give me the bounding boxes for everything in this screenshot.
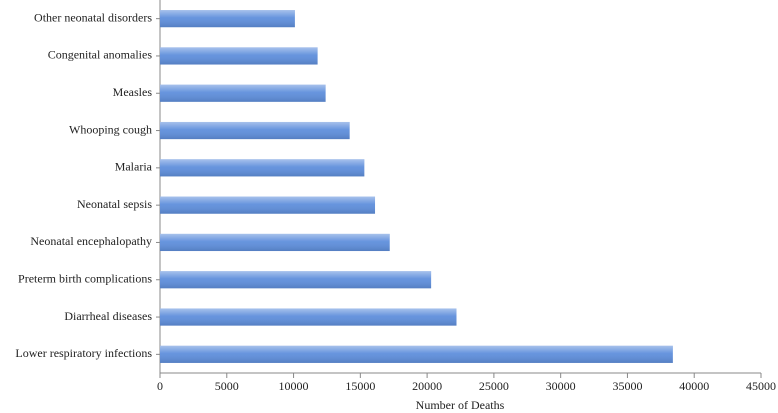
x-tick-label: 0 (157, 379, 163, 393)
x-axis-title: Number of Deaths (416, 398, 505, 412)
y-tick-label: Diarrheal diseases (64, 309, 152, 323)
x-tick-label: 15000 (345, 379, 375, 393)
y-tick-label: Congenital anomalies (48, 48, 153, 62)
bar-shade (160, 47, 318, 65)
x-tick-label: 5000 (215, 379, 239, 393)
y-tick-label: Measles (113, 85, 153, 99)
y-tick-label: Malaria (115, 160, 153, 174)
y-tick-label: Neonatal sepsis (77, 197, 152, 211)
y-tick-label: Whooping cough (69, 122, 152, 136)
bar-shade (160, 84, 326, 102)
bar-shade (160, 271, 432, 289)
x-tick-label: 30000 (546, 379, 576, 393)
x-tick-label: 20000 (412, 379, 442, 393)
x-tick-label: 45000 (746, 379, 776, 393)
bar-shade (160, 233, 390, 252)
bar-shade (160, 10, 295, 28)
x-tick-label: 10000 (279, 379, 309, 393)
bar-shade (160, 159, 365, 177)
y-tick-label: Other neonatal disorders (34, 10, 152, 24)
x-tick-label: 35000 (612, 379, 642, 393)
y-tick-label: Preterm birth complications (18, 272, 152, 286)
bar-shade (160, 308, 457, 326)
x-tick-label: 40000 (679, 379, 709, 393)
bar-shade (160, 196, 376, 214)
y-tick-label: Neonatal encephalopathy (30, 234, 152, 248)
bar-shade (160, 345, 673, 363)
x-tick-label: 25000 (479, 379, 509, 393)
y-tick-label: Lower respiratory infections (15, 346, 152, 360)
bar-shade (160, 121, 350, 140)
